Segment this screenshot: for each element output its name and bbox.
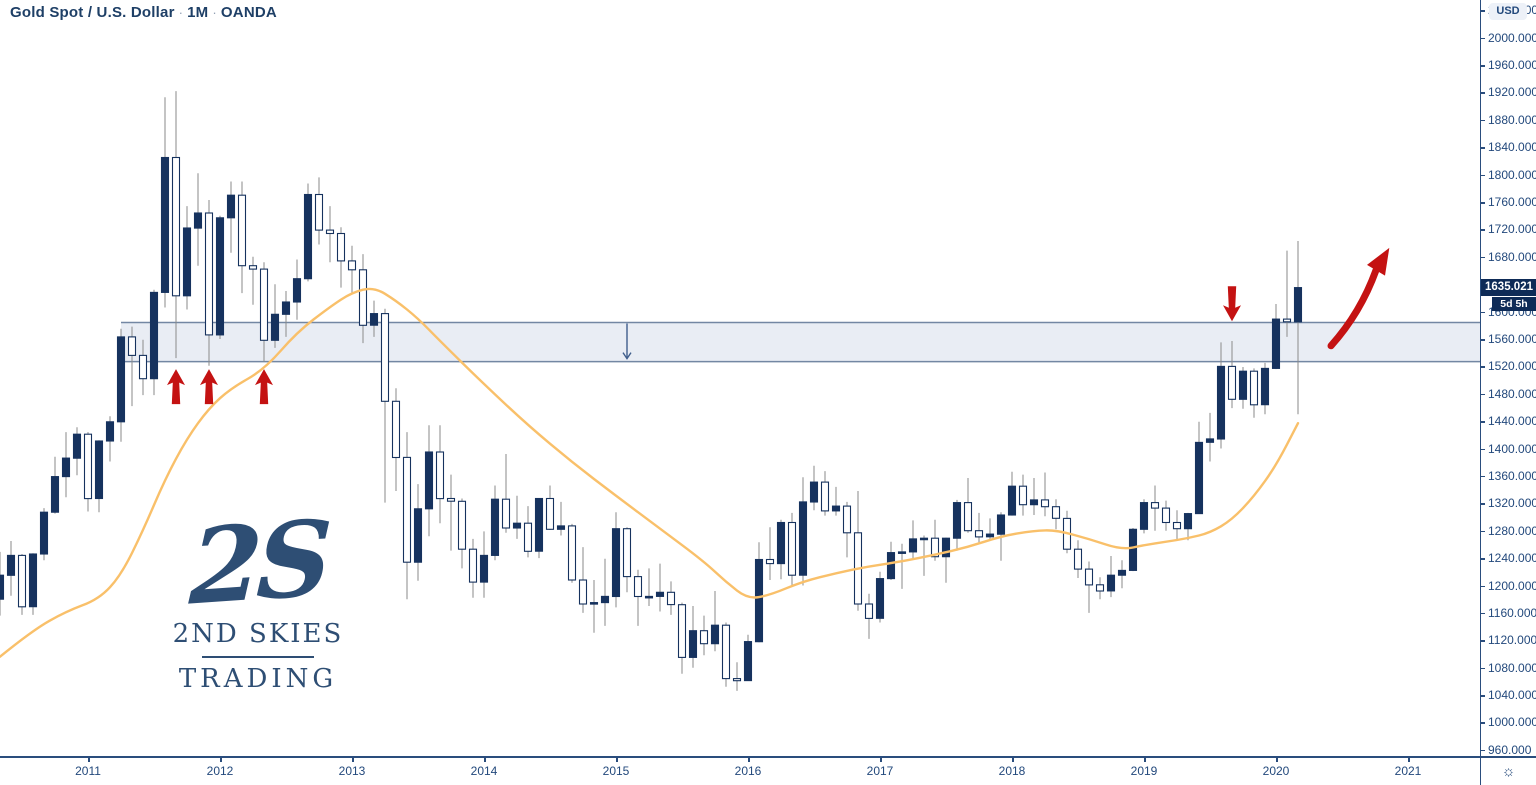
price-axis-label: 1280.000 xyxy=(1481,524,1536,538)
time-axis-tick xyxy=(1276,758,1278,762)
time-axis-tick xyxy=(484,758,486,762)
time-axis[interactable]: 2011 2012 2013 2014 2015 2016 2017 2018 2019 2020… xyxy=(0,756,1480,785)
exchange-label[interactable]: OANDA xyxy=(220,4,277,21)
time-axis-label: 2018 xyxy=(998,764,1026,778)
interval-label[interactable]: 1M xyxy=(187,4,209,21)
time-axis-tick xyxy=(352,758,354,762)
sell-arrow-down-icon xyxy=(1223,286,1241,322)
price-axis-label: 1160.000 xyxy=(1481,606,1536,620)
price-axis-label: 1320.000 xyxy=(1481,496,1536,510)
time-axis-label: 2016 xyxy=(734,764,762,778)
price-axis-label: 1920.000 xyxy=(1481,85,1536,99)
last-price-badge: 1635.021 xyxy=(1481,279,1536,297)
time-axis-label: 2014 xyxy=(470,764,498,778)
time-axis-label: 2017 xyxy=(866,764,894,778)
supply-demand-zone[interactable] xyxy=(121,321,1480,363)
time-axis-label: 2019 xyxy=(1130,764,1158,778)
zone-pointer-arrow[interactable] xyxy=(622,323,632,360)
price-axis-label: 1080.000 xyxy=(1481,661,1536,675)
price-axis-label: 1120.000 xyxy=(1481,633,1536,647)
price-axis-label: 1760.000 xyxy=(1481,195,1536,209)
price-axis-label: 1360.000 xyxy=(1481,469,1536,483)
time-axis-tick xyxy=(1012,758,1014,762)
candlestick-series[interactable] xyxy=(0,91,1303,691)
price-axis-label: 1400.000 xyxy=(1481,442,1536,456)
buy-arrow-up-icon xyxy=(167,369,185,405)
symbol-name[interactable]: Gold Spot / U.S. Dollar xyxy=(10,4,175,21)
price-axis-label: 1240.000 xyxy=(1481,551,1536,565)
candlestick-chart[interactable] xyxy=(0,0,1480,756)
time-axis-tick xyxy=(88,758,90,762)
time-axis-tick xyxy=(1144,758,1146,762)
symbol-title[interactable]: Gold Spot / U.S. Dollar · 1M · OANDA xyxy=(10,4,277,21)
time-axis-label: 2020 xyxy=(1262,764,1290,778)
time-axis-tick xyxy=(220,758,222,762)
time-axis-label: 2011 xyxy=(75,764,101,778)
price-axis-label: 1720.000 xyxy=(1481,222,1536,236)
time-axis-tick xyxy=(748,758,750,762)
buy-arrow-up-icon xyxy=(255,369,273,405)
time-axis-tick xyxy=(1408,758,1410,762)
red-arrow-annotations[interactable] xyxy=(167,247,1390,405)
price-axis-label: 1800.000 xyxy=(1481,168,1536,182)
time-axis-label: 2012 xyxy=(206,764,234,778)
price-axis-label: 1560.000 xyxy=(1481,332,1536,346)
time-axis-label: 2015 xyxy=(602,764,630,778)
price-axis-label: 2000.000 xyxy=(1481,31,1536,45)
time-axis-label: 2021 xyxy=(1394,764,1422,778)
chart-canvas[interactable]: 2S 2ND SKIES TRADING Gold Spot / U.S. Do… xyxy=(0,0,1480,756)
trend-arrow-shaft xyxy=(1327,266,1380,350)
trend-arrow-head xyxy=(1367,247,1390,276)
time-axis-label: 2013 xyxy=(338,764,366,778)
currency-button[interactable]: USD xyxy=(1489,3,1527,20)
price-axis-label: 1200.000 xyxy=(1481,579,1536,593)
time-axis-tick xyxy=(880,758,882,762)
buy-arrow-up-icon xyxy=(200,369,218,405)
axis-settings-corner[interactable]: ☼ xyxy=(1480,756,1536,785)
settings-icon[interactable]: ☼ xyxy=(1501,763,1516,780)
title-separator: · xyxy=(212,5,217,20)
bar-countdown-badge: 5d 5h xyxy=(1492,297,1536,312)
price-axis-label: 1520.000 xyxy=(1481,359,1536,373)
price-axis-label: 960.000 xyxy=(1481,743,1536,757)
price-axis[interactable]: 2040.0002000.0001960.0001920.0001880.000… xyxy=(1480,0,1536,757)
time-axis-tick xyxy=(616,758,618,762)
price-axis-label: 1680.000 xyxy=(1481,250,1536,264)
price-axis-label: 1840.000 xyxy=(1481,140,1536,154)
price-axis-label: 1040.000 xyxy=(1481,688,1536,702)
title-separator: · xyxy=(178,5,184,20)
price-axis-label: 1480.000 xyxy=(1481,387,1536,401)
ma-line[interactable] xyxy=(0,287,1300,658)
price-axis-label: 1000.000 xyxy=(1481,715,1536,729)
price-axis-label: 1960.000 xyxy=(1481,58,1536,72)
price-axis-label: 1880.000 xyxy=(1481,113,1536,127)
price-axis-label: 1440.000 xyxy=(1481,414,1536,428)
